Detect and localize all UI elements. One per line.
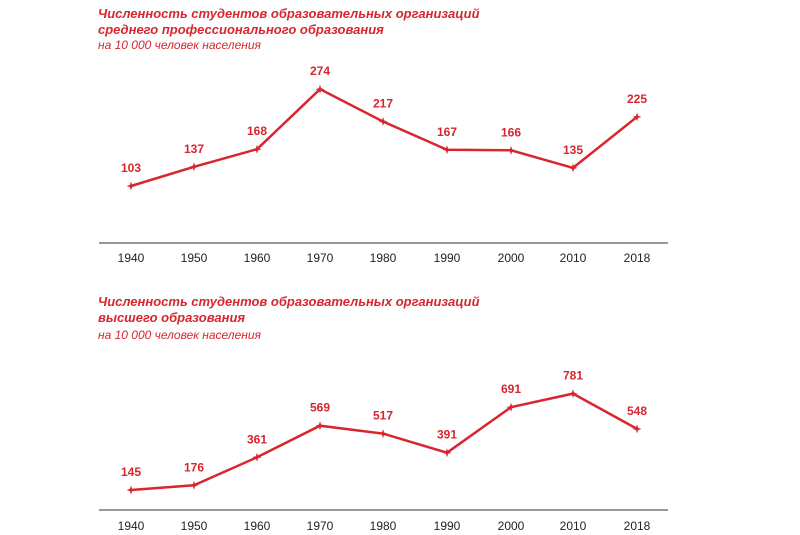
chart2-point-1950 — [189, 480, 199, 490]
chart2-point-2018 — [632, 424, 642, 434]
chart2-data-label-1980: 517 — [373, 409, 393, 423]
chart2-tick-label-1940: 1940 — [118, 519, 145, 533]
chart1-point-1950 — [189, 162, 199, 172]
chart1-data-label-1940: 103 — [121, 161, 141, 175]
chart1-point-2010 — [568, 163, 578, 173]
chart2-title: Численность студентов образовательных ор… — [98, 294, 480, 326]
chart2-tick-label-2018: 2018 — [624, 519, 651, 533]
chart2-data-label-1940: 145 — [121, 465, 141, 479]
chart1-tick-label-2018: 2018 — [624, 251, 651, 265]
chart2-title-line1: Численность студентов образовательных ор… — [98, 294, 480, 309]
chart2-tick-label-1960: 1960 — [244, 519, 271, 533]
chart2-point-2000 — [506, 402, 516, 412]
chart1-title-line1: Численность студентов образовательных ор… — [98, 6, 480, 21]
chart2-tick-label-1970: 1970 — [307, 519, 334, 533]
chart1-point-2000 — [506, 145, 516, 155]
chart1-data-label-1990: 167 — [437, 125, 457, 139]
chart2-data-label-1960: 361 — [247, 432, 267, 446]
chart1-data-label-2010: 135 — [563, 143, 583, 157]
chart1-point-1970 — [315, 84, 325, 94]
chart1-point-1940 — [126, 181, 136, 191]
chart1-title: Численность студентов образовательных ор… — [98, 6, 480, 38]
chart2-tick-label-2000: 2000 — [498, 519, 525, 533]
chart1-tick-label-2000: 2000 — [498, 251, 525, 265]
chart1-subtitle: на 10 000 человек населения — [98, 38, 261, 52]
chart1-data-label-1950: 137 — [184, 142, 204, 156]
chart2-point-1940 — [126, 485, 136, 495]
chart2-title-line2: высшего образования — [98, 310, 246, 325]
chart2-point-1990 — [442, 448, 452, 458]
chart1-tick-label-1980: 1980 — [370, 251, 397, 265]
chart1-point-1960 — [252, 144, 262, 154]
chart1-tick-label-1950: 1950 — [181, 251, 208, 265]
chart1-data-label-1970: 274 — [310, 64, 330, 78]
chart2-data-label-1990: 391 — [437, 428, 457, 442]
chart2-tick-label-1950: 1950 — [181, 519, 208, 533]
chart1-tick-label-1990: 1990 — [434, 251, 461, 265]
chart2-tick-label-2010: 2010 — [560, 519, 587, 533]
chart1-point-1990 — [442, 145, 452, 155]
chart2-point-2010 — [568, 389, 578, 399]
chart1-data-label-1980: 217 — [373, 97, 393, 111]
chart2-point-1960 — [252, 452, 262, 462]
chart1-data-label-2000: 166 — [501, 125, 521, 139]
chart2-tick-label-1980: 1980 — [370, 519, 397, 533]
chart1-title-line2: среднего профессионального образования — [98, 22, 384, 37]
chart1-point-2018 — [632, 112, 642, 122]
chart2-point-1980 — [378, 429, 388, 439]
chart2-data-label-2010: 781 — [563, 369, 583, 383]
chart1-tick-label-1940: 1940 — [118, 251, 145, 265]
chart1-data-label-2018: 225 — [627, 92, 647, 106]
chart2-data-label-2000: 691 — [501, 382, 521, 396]
chart2-point-1970 — [315, 421, 325, 431]
chart2-data-label-2018: 548 — [627, 404, 647, 418]
chart2-data-label-1970: 569 — [310, 401, 330, 415]
chart1-tick-label-1960: 1960 — [244, 251, 271, 265]
chart2-data-label-1950: 176 — [184, 460, 204, 474]
chart1-tick-label-2010: 2010 — [560, 251, 587, 265]
chart1-point-1980 — [378, 116, 388, 126]
chart2-subtitle: на 10 000 человек населения — [98, 328, 261, 342]
chart1-tick-label-1970: 1970 — [307, 251, 334, 265]
chart2-tick-label-1990: 1990 — [434, 519, 461, 533]
chart1-data-label-1960: 168 — [247, 124, 267, 138]
